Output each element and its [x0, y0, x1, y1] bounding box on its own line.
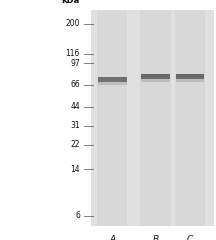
Text: C: C: [187, 235, 193, 240]
Bar: [176, 74, 204, 77]
Bar: [141, 74, 170, 79]
Text: A: A: [109, 235, 115, 240]
Bar: [98, 82, 127, 85]
Text: 116: 116: [65, 49, 80, 58]
Text: 14: 14: [70, 165, 80, 174]
Text: 44: 44: [70, 102, 80, 111]
Text: kDa: kDa: [62, 0, 80, 5]
Text: B: B: [152, 235, 159, 240]
Bar: [97, 10, 127, 226]
Bar: [140, 10, 171, 226]
Bar: [141, 74, 170, 77]
Bar: [98, 77, 127, 80]
Bar: [176, 74, 204, 79]
Text: 200: 200: [65, 19, 80, 29]
Text: 6: 6: [75, 211, 80, 220]
Bar: [98, 77, 127, 82]
Bar: [141, 79, 170, 82]
Text: 31: 31: [70, 121, 80, 130]
Bar: [176, 79, 204, 82]
Text: 66: 66: [70, 80, 80, 89]
Text: 97: 97: [70, 59, 80, 68]
Bar: [91, 10, 214, 226]
Bar: [175, 10, 205, 226]
Text: 22: 22: [70, 140, 80, 149]
